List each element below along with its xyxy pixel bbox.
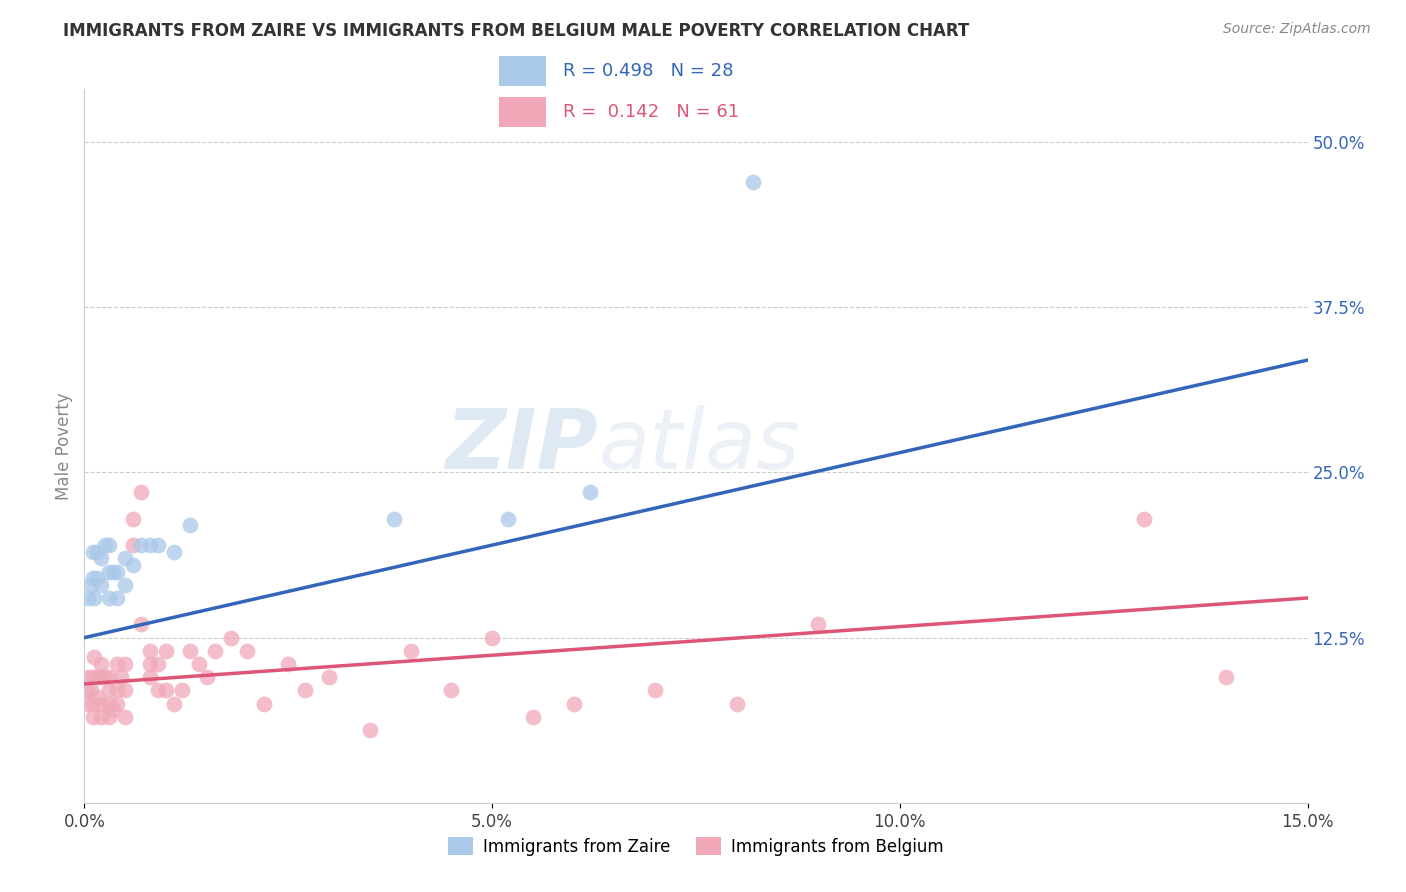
Point <box>77 697 100 711</box>
Point <box>97 591 120 605</box>
Point <box>110 670 132 684</box>
Text: IMMIGRANTS FROM ZAIRE VS IMMIGRANTS FROM BELGIUM MALE POVERTY CORRELATION CHART: IMMIGRANTS FROM ZAIRE VS IMMIGRANTS FROM… <box>63 22 970 40</box>
Point <box>97 710 120 724</box>
Point <box>86 690 108 704</box>
Text: R = 0.498   N = 28: R = 0.498 N = 28 <box>562 62 733 79</box>
Point <box>82 697 104 711</box>
Point <box>82 571 104 585</box>
Point <box>97 565 120 579</box>
Y-axis label: Male Poverty: Male Poverty <box>55 392 73 500</box>
Point <box>1215 670 1237 684</box>
Point <box>236 644 259 658</box>
Point <box>90 551 112 566</box>
Point <box>82 545 104 559</box>
Point <box>105 591 128 605</box>
Point <box>179 644 201 658</box>
FancyBboxPatch shape <box>499 97 546 127</box>
Point <box>86 670 108 684</box>
Point <box>97 697 120 711</box>
Point <box>131 538 153 552</box>
Point <box>77 591 100 605</box>
Point <box>86 571 108 585</box>
Text: Source: ZipAtlas.com: Source: ZipAtlas.com <box>1223 22 1371 37</box>
Point <box>644 683 666 698</box>
Point <box>131 617 153 632</box>
Point <box>90 710 112 724</box>
Point <box>481 631 503 645</box>
Point <box>86 545 108 559</box>
Text: R =  0.142   N = 61: R = 0.142 N = 61 <box>562 103 738 121</box>
Point <box>807 617 830 632</box>
Point <box>138 644 160 658</box>
Point <box>83 650 105 665</box>
Point <box>562 697 585 711</box>
Point <box>90 670 112 684</box>
Point <box>101 703 124 717</box>
Point <box>204 644 226 658</box>
Point <box>579 485 602 500</box>
Point <box>146 657 169 671</box>
Point <box>146 683 169 698</box>
Point <box>440 683 463 698</box>
Point <box>105 697 128 711</box>
Point <box>83 591 105 605</box>
Point <box>105 565 128 579</box>
Point <box>76 683 98 698</box>
Point <box>90 657 112 671</box>
Point <box>80 578 103 592</box>
Point <box>93 670 115 684</box>
Point <box>122 511 145 525</box>
Point <box>93 538 115 552</box>
Point <box>122 538 145 552</box>
Point <box>155 683 177 698</box>
Point <box>90 578 112 592</box>
Point <box>138 670 160 684</box>
Point <box>742 175 765 189</box>
Point <box>277 657 299 671</box>
Point <box>114 683 136 698</box>
Legend: Immigrants from Zaire, Immigrants from Belgium: Immigrants from Zaire, Immigrants from B… <box>441 830 950 863</box>
Point <box>97 683 120 698</box>
Point <box>1133 511 1156 525</box>
Point <box>219 631 242 645</box>
Point <box>114 578 136 592</box>
Point <box>172 683 194 698</box>
Point <box>131 485 153 500</box>
Point <box>138 657 160 671</box>
Point <box>105 657 128 671</box>
FancyBboxPatch shape <box>499 56 546 86</box>
Point <box>101 565 124 579</box>
Point <box>399 644 422 658</box>
Point <box>318 670 340 684</box>
Point <box>122 558 145 572</box>
Point <box>82 670 104 684</box>
Point <box>146 538 169 552</box>
Point <box>382 511 405 525</box>
Point <box>97 670 120 684</box>
Point <box>77 670 100 684</box>
Point <box>294 683 316 698</box>
Point <box>114 551 136 566</box>
Point <box>97 538 120 552</box>
Point <box>163 697 186 711</box>
Point <box>114 710 136 724</box>
Text: atlas: atlas <box>598 406 800 486</box>
Point <box>253 697 276 711</box>
Point <box>155 644 177 658</box>
Point <box>725 697 748 711</box>
Point <box>179 518 201 533</box>
Point <box>359 723 381 738</box>
Point <box>498 511 520 525</box>
Point <box>90 697 112 711</box>
Point <box>114 657 136 671</box>
Point <box>187 657 209 671</box>
Point <box>82 710 104 724</box>
Point <box>195 670 218 684</box>
Text: ZIP: ZIP <box>446 406 598 486</box>
Point <box>138 538 160 552</box>
Point <box>163 545 186 559</box>
Point <box>522 710 544 724</box>
Point <box>105 683 128 698</box>
Point <box>80 683 103 698</box>
